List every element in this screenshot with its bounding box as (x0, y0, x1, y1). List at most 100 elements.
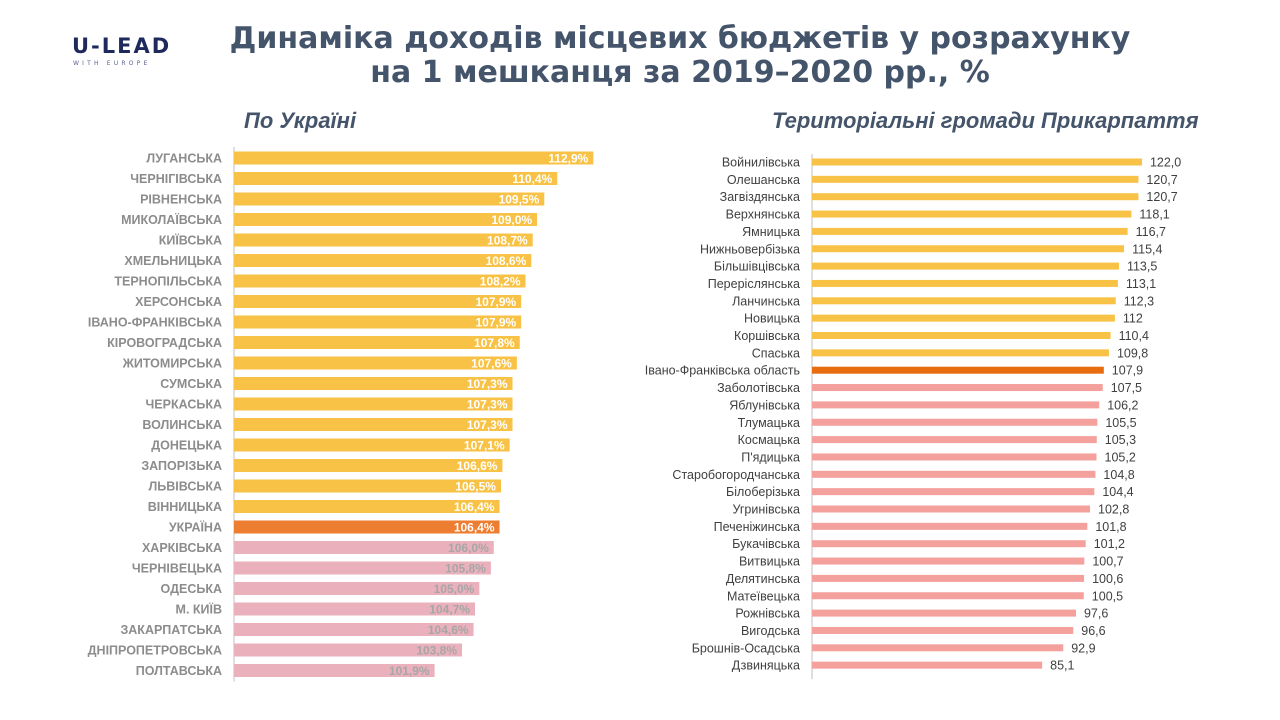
value-label: 106,0% (448, 541, 489, 555)
value-label: 112,3 (1124, 294, 1154, 308)
category-label: Дзвиняцька (732, 659, 800, 673)
category-label: Вигодська (741, 624, 800, 638)
value-label: 110,4% (512, 172, 552, 186)
bar-10 (234, 336, 520, 349)
value-label: 120,7 (1146, 190, 1177, 204)
category-label: ДОНЕЦЬКА (151, 439, 222, 453)
category-label: ХАРКІВСЬКА (142, 541, 222, 555)
bar-4 (812, 210, 1132, 218)
category-label: Делятинська (726, 572, 800, 586)
bar-11 (234, 356, 517, 370)
page-title-line1: Динаміка доходів місцевих бюджетів у роз… (229, 21, 1131, 56)
value-label: 107,6% (471, 357, 512, 371)
value-label: 105,2 (1105, 450, 1136, 464)
value-label: 107,5 (1111, 381, 1142, 395)
value-label: 105,5 (1105, 416, 1136, 430)
logo-tagline: WITH EUROPE (73, 60, 151, 67)
value-label: 107,3% (467, 377, 508, 391)
value-label: 112 (1123, 312, 1143, 326)
value-label: 103,8% (416, 644, 457, 658)
category-label: Олешанська (727, 173, 800, 187)
bar-17 (812, 436, 1097, 444)
bar-3 (812, 193, 1139, 201)
bar-12 (812, 349, 1109, 357)
category-label: Войнилівська (722, 156, 800, 170)
category-label: Витвицька (739, 555, 800, 569)
value-label: 105,0% (434, 582, 475, 596)
bar-9 (812, 297, 1116, 305)
value-label: 102,8 (1098, 503, 1129, 517)
value-label: 108,2% (480, 275, 521, 289)
category-label: ЧЕРКАСЬКА (146, 398, 222, 412)
value-label: 104,7% (429, 603, 470, 617)
category-label: Заболотівська (717, 381, 800, 395)
category-label: Спаська (752, 346, 800, 360)
category-label: ЛУГАНСЬКА (146, 152, 222, 166)
bar-27 (812, 609, 1076, 617)
value-label: 96,6 (1081, 624, 1105, 638)
value-label: 101,8 (1095, 520, 1126, 534)
value-label: 116,7 (1136, 225, 1166, 239)
value-label: 115,4 (1132, 242, 1162, 256)
category-label: Верхнянська (726, 208, 800, 222)
bar-21 (812, 505, 1091, 513)
category-label: Старобогородчанська (672, 468, 800, 482)
bar-23 (234, 602, 476, 616)
value-label: 85,1 (1050, 659, 1074, 673)
value-label: 106,6% (457, 459, 498, 473)
bar-5 (234, 233, 533, 247)
bar-18 (234, 500, 500, 513)
bar-6 (812, 245, 1125, 253)
bar-24 (812, 557, 1085, 565)
bar-23 (812, 540, 1086, 548)
value-label: 120,7 (1146, 173, 1177, 187)
value-label: 122,0 (1150, 156, 1181, 170)
bar-19 (234, 520, 500, 534)
value-label: 110,4 (1119, 329, 1149, 343)
category-label: ВІННИЦЬКА (148, 500, 222, 514)
value-label: 107,9 (1112, 364, 1143, 378)
value-label: 105,8% (445, 562, 486, 576)
value-label: 104,6% (428, 623, 469, 637)
category-label: П'ядицька (741, 450, 800, 464)
category-label: Загвіздянська (720, 190, 800, 204)
category-label: Ямницька (742, 225, 800, 239)
category-label: Тлумацька (738, 416, 800, 430)
bar-14 (234, 418, 513, 431)
bar-6 (234, 254, 532, 267)
category-label: МИКОЛАЇВСЬКА (121, 212, 222, 227)
value-label: 107,3% (467, 418, 508, 432)
category-label: ЖИТОМИРСЬКА (122, 357, 222, 371)
bar-11 (812, 332, 1111, 339)
value-label: 104,4 (1102, 485, 1133, 499)
value-label: 92,9 (1071, 641, 1095, 655)
bar-10 (812, 314, 1115, 322)
page-title: Динаміка доходів місцевих бюджетів у роз… (200, 22, 1160, 90)
value-label: 105,3 (1105, 433, 1136, 447)
category-label: ВОЛИНСЬКА (142, 418, 222, 432)
category-label: ПОЛТАВСЬКА (136, 664, 222, 678)
category-label: ХМЕЛЬНИЦЬКА (124, 254, 222, 268)
bar-3 (234, 192, 545, 206)
value-label: 106,5% (455, 480, 496, 494)
bar-30 (812, 661, 1043, 669)
bar-9 (234, 315, 522, 329)
left-chart-title: По Україні (244, 108, 357, 133)
value-label: 113,5 (1127, 260, 1157, 274)
value-label: 97,6 (1084, 607, 1108, 621)
value-label: 107,3% (467, 398, 508, 412)
category-label: М. КИЇВ (176, 602, 222, 617)
category-label: ЛЬВІВСЬКА (149, 480, 222, 494)
bar-15 (812, 401, 1100, 409)
category-label: Рожнівська (735, 607, 800, 621)
value-label: 107,1% (464, 439, 505, 453)
bar-25 (812, 574, 1085, 582)
value-label: 107,9% (475, 316, 516, 330)
bar-20 (234, 541, 494, 554)
category-label: ЗАКАРПАТСЬКА (120, 623, 222, 637)
category-label: Івано-Франківська область (645, 364, 800, 378)
bar-19 (812, 470, 1096, 478)
bar-24 (234, 623, 474, 636)
bar-28 (812, 626, 1074, 634)
category-label: ХЕРСОНСЬКА (135, 295, 222, 309)
